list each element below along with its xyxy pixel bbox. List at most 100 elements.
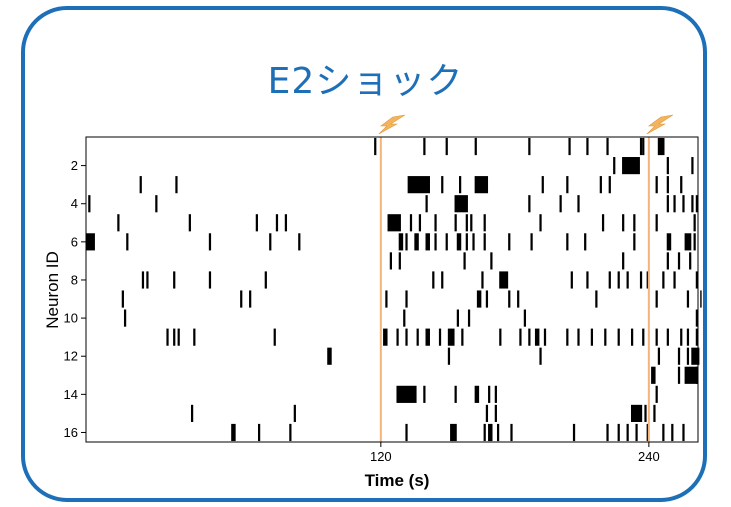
spike-mark — [405, 290, 408, 308]
spike-mark — [680, 328, 683, 346]
spike-mark — [141, 271, 145, 289]
spike-mark — [626, 423, 629, 442]
spike-mark — [595, 290, 598, 308]
spike-mark — [423, 137, 426, 156]
spike-layer — [86, 137, 702, 442]
spike-mark — [622, 157, 640, 175]
spike-mark — [572, 423, 576, 442]
spike-mark — [166, 328, 169, 346]
spike-mark — [175, 176, 178, 194]
spike-mark — [539, 214, 542, 232]
spike-mark — [483, 233, 486, 251]
spike-mark — [528, 195, 531, 213]
x-axis-label: Time (s) — [365, 471, 430, 490]
spike-mark — [499, 271, 509, 289]
spike-mark — [586, 271, 589, 289]
spike-mark — [613, 157, 616, 175]
spike-mark — [646, 271, 649, 289]
spike-mark — [456, 233, 462, 251]
spike-mark — [188, 214, 191, 232]
spike-mark — [117, 214, 120, 232]
spike-mark — [499, 328, 502, 346]
spike-mark — [494, 404, 497, 422]
spike-mark — [173, 328, 176, 346]
spike-mark — [639, 137, 643, 156]
spike-mark — [655, 328, 658, 346]
spike-mark — [626, 271, 629, 289]
y-axis-label: Neuron ID — [43, 251, 62, 328]
spike-mark — [682, 195, 685, 213]
spike-mark — [528, 328, 531, 346]
spike-mark — [508, 290, 511, 308]
spike-mark — [577, 195, 580, 213]
spike-mark — [671, 423, 674, 442]
spike-mark — [494, 385, 497, 403]
spike-mark — [635, 423, 638, 442]
spike-mark — [249, 290, 252, 308]
spike-mark — [666, 233, 672, 251]
spike-mark — [646, 423, 649, 442]
spike-mark — [568, 137, 571, 156]
y-tick-label: 8 — [71, 272, 78, 287]
spike-mark — [407, 176, 430, 194]
lightning-bolt-icon — [646, 114, 674, 135]
spike-mark — [190, 404, 194, 422]
x-tick-label: 240 — [638, 449, 660, 464]
spike-mark — [454, 214, 457, 232]
spike-mark — [604, 328, 607, 346]
spike-mark — [441, 176, 444, 194]
spike-mark — [508, 233, 511, 251]
spike-mark — [566, 328, 569, 346]
spike-mark — [275, 214, 279, 232]
spike-mark — [193, 328, 196, 346]
spike-mark — [666, 176, 669, 194]
spike-mark — [398, 233, 404, 251]
spike-mark — [693, 214, 696, 232]
spike-mark — [630, 328, 634, 346]
spike-mark — [454, 385, 457, 403]
spike-mark — [673, 271, 676, 289]
spike-mark — [485, 404, 489, 422]
spike-mark — [570, 271, 573, 289]
y-tick-label: 16 — [64, 425, 78, 440]
spike-mark — [539, 347, 542, 365]
spike-mark — [409, 214, 413, 232]
spike-mark — [398, 252, 401, 270]
y-tick-label: 4 — [71, 196, 78, 211]
spike-mark — [686, 347, 690, 365]
rounded-frame — [21, 6, 707, 502]
spike-mark — [298, 233, 301, 251]
spike-mark — [606, 423, 609, 442]
spike-mark — [633, 233, 636, 251]
spike-mark — [651, 366, 656, 384]
spike-mark — [425, 233, 430, 251]
spike-mark — [673, 195, 676, 213]
spike-mark — [463, 252, 466, 270]
spike-mark — [608, 176, 611, 194]
spike-mark — [695, 366, 698, 384]
spike-mark — [695, 195, 698, 213]
spike-mark — [577, 328, 580, 346]
spike-mark — [405, 423, 408, 442]
spike-mark — [481, 271, 484, 289]
spike-mark — [496, 423, 500, 442]
spike-mark — [617, 271, 620, 289]
spike-mark — [474, 137, 477, 156]
spike-mark — [534, 328, 540, 346]
lightning-bolt-icon — [378, 114, 405, 135]
spike-mark — [617, 328, 620, 346]
x-axis: 120 240 — [370, 442, 660, 464]
spike-mark — [86, 233, 95, 251]
x-tick-label: 120 — [370, 449, 392, 464]
spike-mark — [456, 309, 459, 327]
spike-mark — [517, 290, 520, 308]
spike-mark — [684, 366, 698, 384]
spike-mark — [686, 290, 690, 308]
spike-mark — [447, 347, 451, 365]
spike-mark — [396, 385, 417, 403]
spike-mark — [126, 233, 129, 251]
spike-mark — [490, 252, 493, 270]
spike-mark — [467, 309, 471, 327]
spike-mark — [680, 176, 683, 194]
